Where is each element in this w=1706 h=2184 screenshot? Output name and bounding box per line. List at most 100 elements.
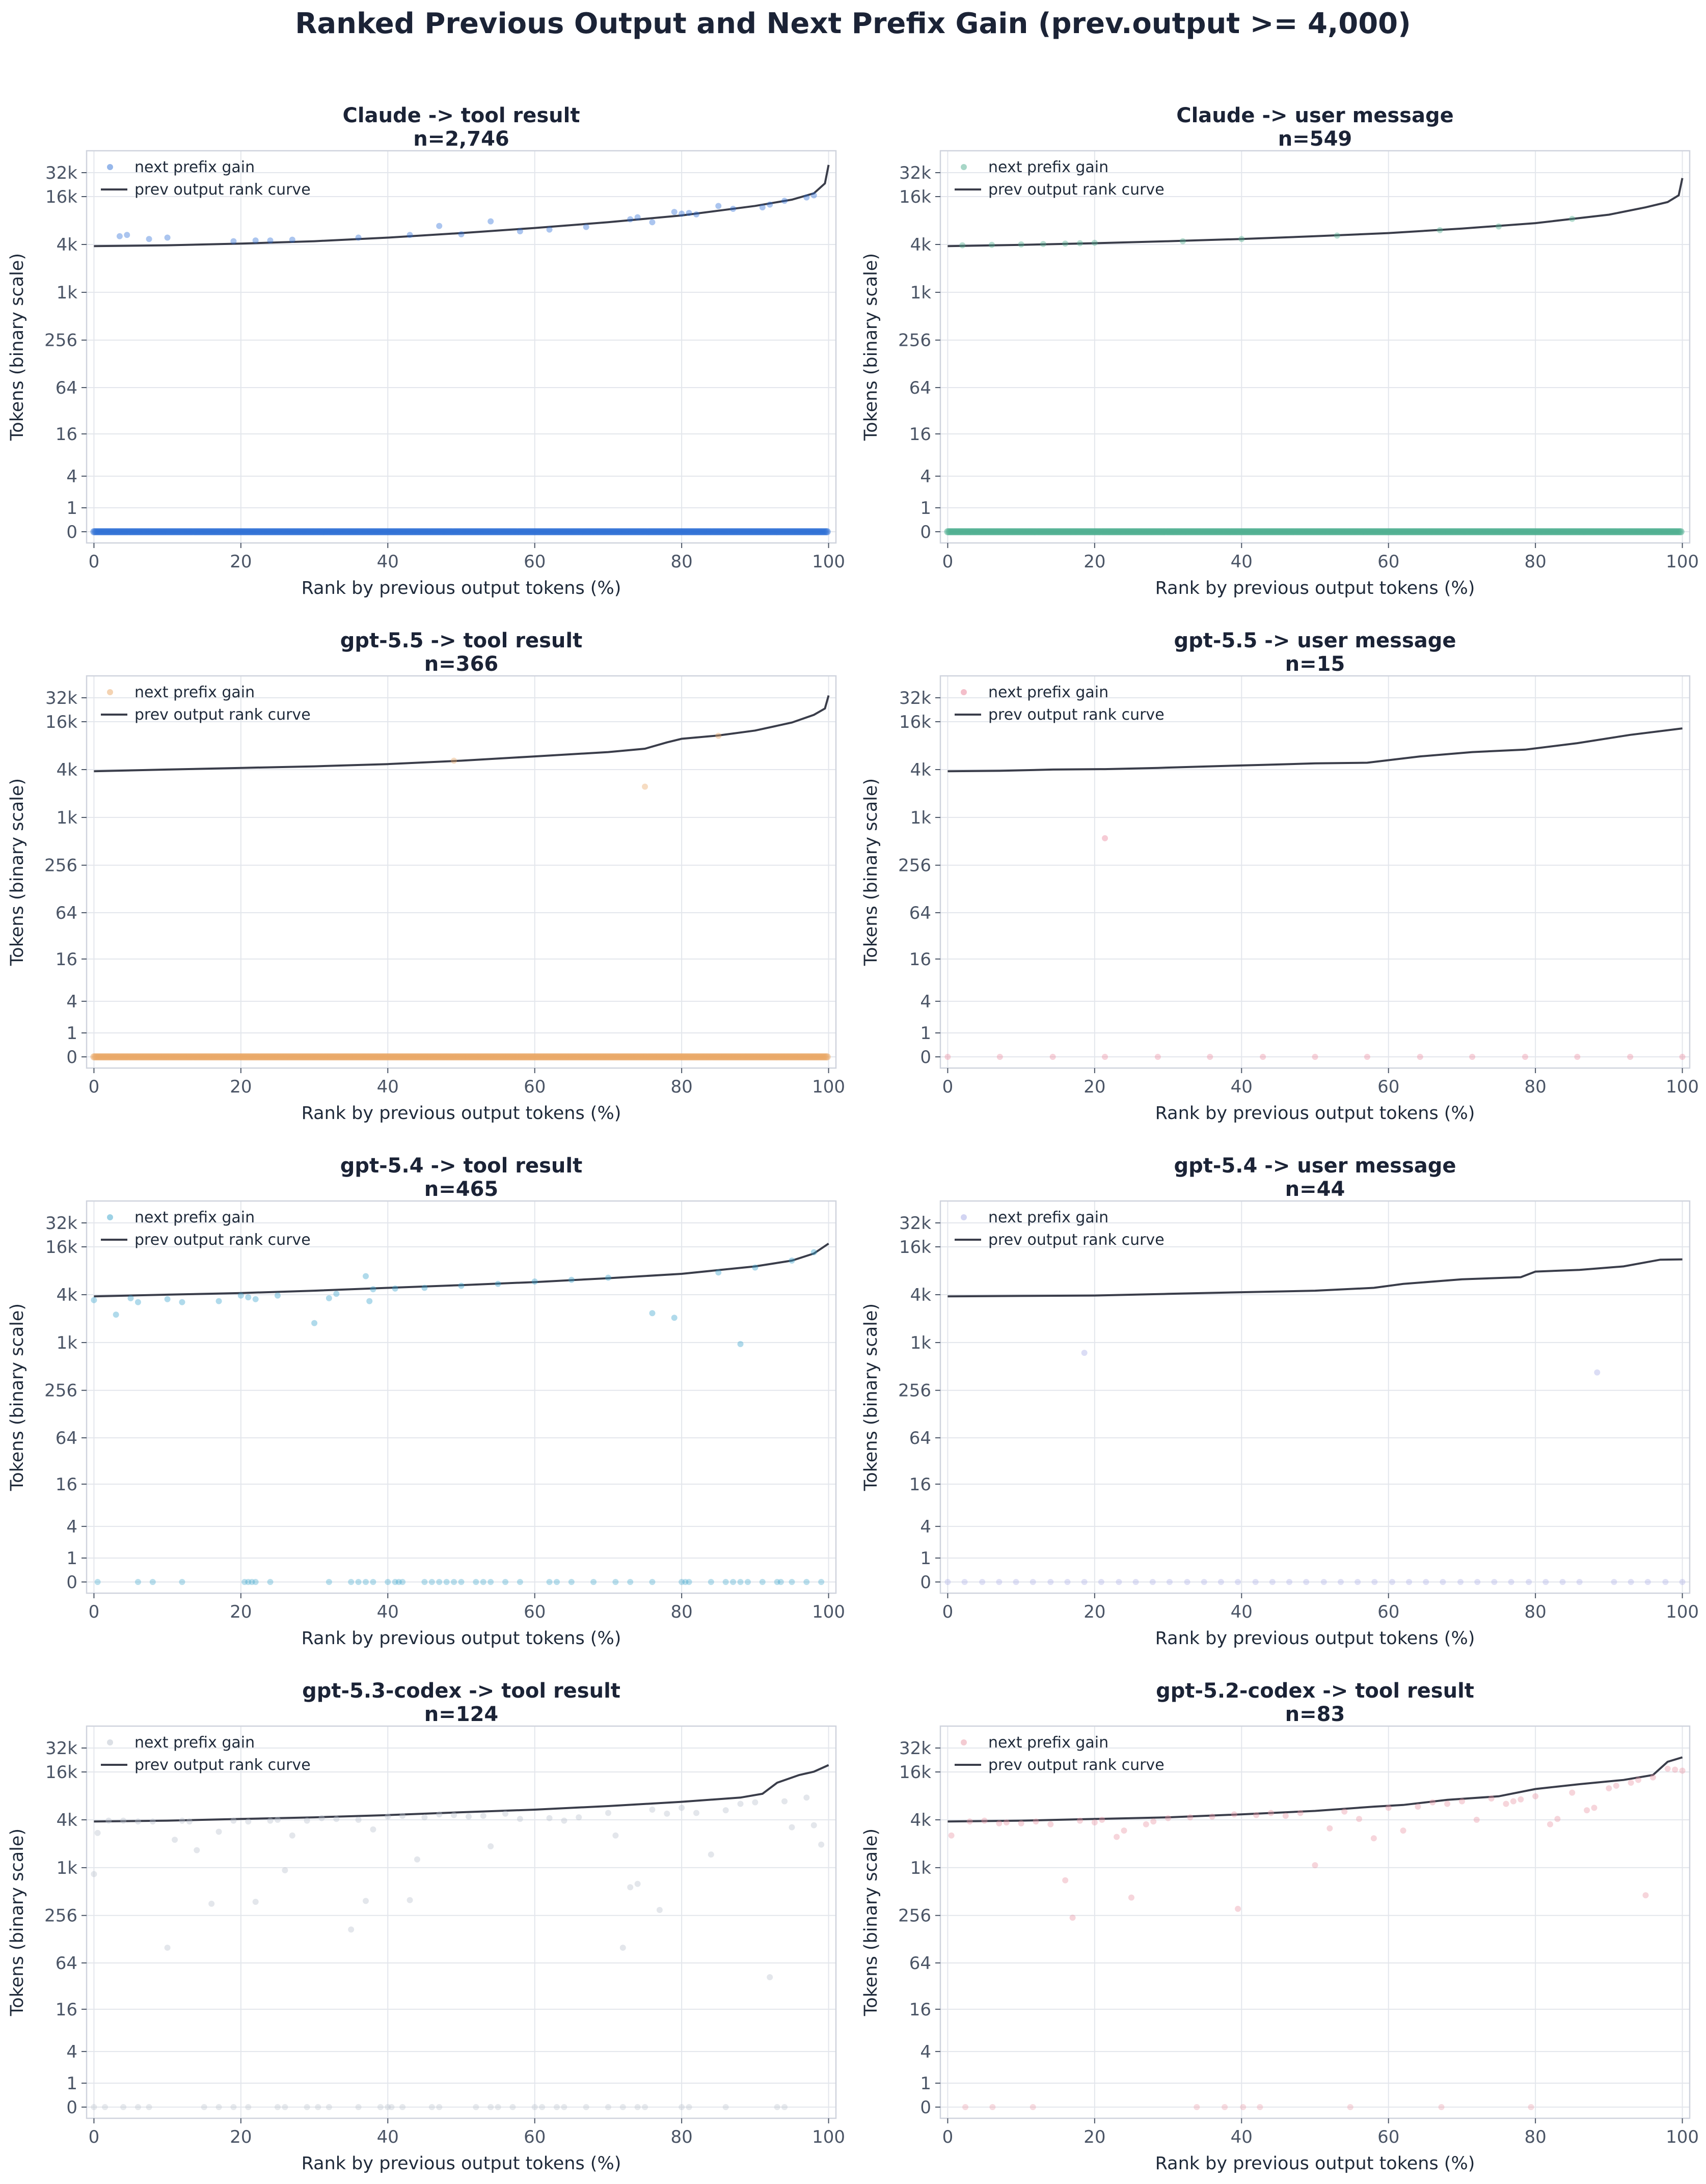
legend-label-curve: prev output rank curve [988, 1231, 1165, 1249]
gain-point [363, 1579, 369, 1585]
gain-point [517, 1579, 523, 1585]
y-tick-label: 16 [909, 949, 931, 970]
gain-point [1154, 1054, 1161, 1060]
gain-point [531, 1278, 538, 1285]
legend-label-curve: prev output rank curve [134, 181, 311, 199]
gain-point [1091, 239, 1098, 246]
gain-point [1532, 1793, 1539, 1799]
gain-point [1438, 2104, 1445, 2110]
y-tick-label: 16k [899, 1762, 931, 1783]
gain-point [252, 237, 259, 244]
gain-point [1114, 1834, 1120, 1840]
gain-point [1528, 2104, 1534, 2110]
x-tick-label: 0 [89, 2127, 100, 2147]
gain-point [134, 1579, 141, 1585]
gain-point [215, 1828, 222, 1835]
gain-point [1267, 1810, 1274, 1816]
gain-point [94, 1579, 101, 1585]
gain-point [619, 1945, 626, 1951]
gain-point [1437, 227, 1443, 233]
y-axis-label: Tokens (binary scale) [7, 1828, 28, 2016]
subplot-subtitle: n=549 [1278, 127, 1352, 151]
gain-point [1235, 1905, 1241, 1912]
y-tick-label: 4k [910, 235, 932, 255]
gain-point [488, 2104, 494, 2110]
gain-point [421, 1285, 428, 1291]
gain-point [1018, 1820, 1024, 1826]
gain-point [1679, 1579, 1686, 1585]
subplot-subtitle: n=44 [1285, 1178, 1345, 1201]
gain-point [583, 2104, 589, 2110]
gain-point [399, 2104, 406, 2110]
x-tick-label: 0 [942, 1602, 954, 1622]
gain-point [1217, 1579, 1224, 1585]
gain-point [568, 1579, 575, 1585]
gain-point [517, 228, 523, 235]
gain-point [1047, 1821, 1054, 1827]
y-tick-label: 16k [899, 712, 931, 732]
gain-point [1235, 1579, 1241, 1585]
gain-point [767, 1974, 773, 1980]
y-tick-label: 1 [66, 498, 77, 518]
legend-marker-gain [107, 1214, 113, 1220]
gain-point [458, 231, 465, 238]
gain-point [407, 1897, 413, 1903]
gain-point [1018, 241, 1024, 248]
gain-point [1440, 1579, 1446, 1585]
x-tick-label: 60 [1377, 2127, 1399, 2147]
gain-point [1286, 1579, 1293, 1585]
gain-point [113, 1312, 119, 1318]
y-tick-label: 256 [898, 856, 931, 876]
legend-label-curve: prev output rank curve [988, 706, 1165, 724]
gain-point [1371, 1579, 1378, 1585]
gain-point [451, 1812, 457, 1818]
x-tick-label: 40 [1231, 552, 1253, 572]
gain-point [988, 241, 995, 248]
gain-point [164, 234, 171, 241]
gain-point [531, 2104, 538, 2110]
gain-point [1099, 1816, 1105, 1823]
gain-point [127, 1295, 134, 1301]
gain-point [810, 192, 817, 199]
y-tick-label: 4 [920, 2042, 931, 2062]
gain-point [1312, 1862, 1318, 1869]
gain-point [421, 1814, 428, 1821]
prev-output-curve [94, 165, 830, 248]
subplot-title: gpt-5.5 -> tool result [340, 629, 583, 652]
gain-point [179, 1817, 185, 1824]
gain-point [436, 1579, 443, 1585]
x-tick-label: 80 [671, 552, 693, 572]
x-tick-label: 100 [812, 1602, 845, 1622]
y-tick-label: 1k [57, 1858, 78, 1878]
x-tick-label: 60 [1377, 1602, 1399, 1622]
gain-point [149, 1579, 156, 1585]
subplot-subtitle: n=2,746 [413, 127, 509, 151]
gain-point [989, 2104, 996, 2110]
gain-point [1406, 1579, 1413, 1585]
x-tick-label: 20 [230, 1077, 252, 1097]
y-tick-label: 1 [920, 498, 931, 518]
gain-point [759, 1579, 766, 1585]
y-tick-label: 16k [45, 187, 77, 207]
gain-point [568, 1276, 575, 1283]
y-tick-label: 32k [899, 1738, 931, 1759]
x-tick-label: 20 [230, 1602, 252, 1622]
gain-point [777, 1579, 784, 1585]
gain-point [245, 1294, 252, 1301]
gain-point [355, 2104, 362, 2110]
gain-point [495, 1280, 501, 1287]
gain-point [315, 2104, 321, 2110]
gain-point [803, 1794, 810, 1801]
y-tick-label: 4 [66, 992, 77, 1012]
x-tick-label: 40 [377, 2127, 399, 2147]
y-tick-label: 0 [920, 2097, 931, 2118]
y-tick-label: 16 [909, 424, 931, 445]
x-axis-label: Rank by previous output tokens (%) [1155, 2153, 1475, 2174]
legend-marker-gain [961, 164, 967, 170]
gain-point [348, 1926, 355, 1933]
gain-point [693, 211, 699, 217]
y-tick-label: 256 [44, 331, 77, 351]
gain-point [1149, 1579, 1156, 1585]
gain-point [781, 198, 788, 204]
gain-point [1303, 1579, 1310, 1585]
